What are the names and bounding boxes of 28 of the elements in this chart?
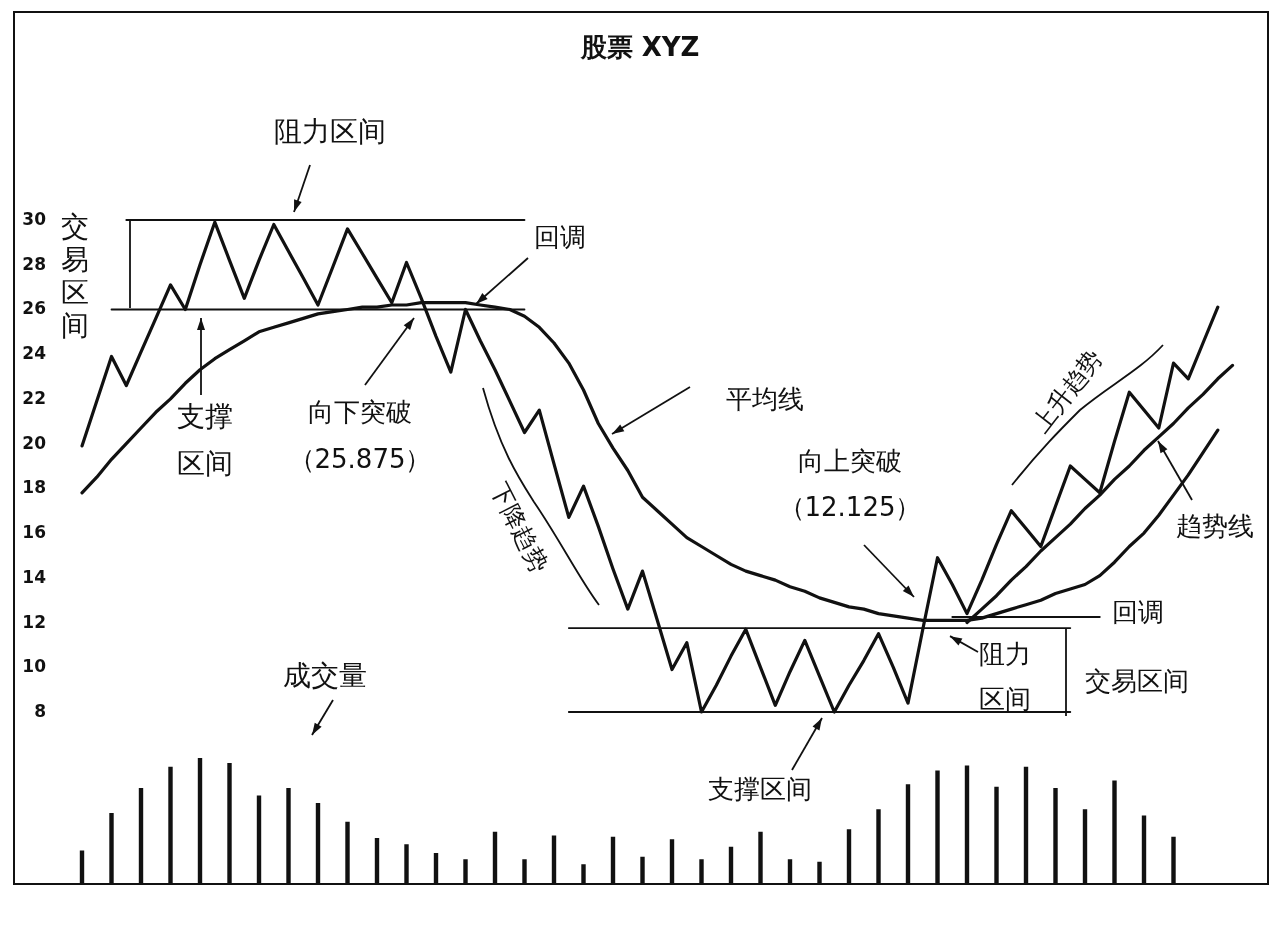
chart-title: 股票 XYZ [579,31,700,62]
annotation: 交易区间 [1085,665,1189,696]
y-tick-label: 16 [22,522,46,543]
annotation: 向下突破（25.875） [288,396,432,474]
y-tick-label: 22 [22,387,46,408]
annotation: 向上突破（12.125） [778,445,922,522]
y-tick-label: 8 [34,701,46,721]
annotation: 下降趋势 [484,478,554,577]
y-tick-label: 18 [22,477,46,498]
annotation: 平均线 [726,383,804,414]
annotation: 阻力区间 [274,115,386,148]
y-tick-label: 24 [22,343,47,364]
annotation: 回调 [1112,596,1164,627]
y-tick-label: 14 [22,566,47,587]
y-tick-label: 20 [22,432,47,453]
annotation: 交易区间 [61,210,89,342]
annotation: 支撑区间 [708,773,812,804]
y-tick-label: 30 [22,209,47,229]
annotation: 趋势线 [1176,510,1254,541]
annotation: 阻力区间 [979,638,1031,714]
annotation: 回调 [534,221,586,252]
y-tick-label: 10 [22,656,47,677]
annotation: 上升趋势 [1026,344,1108,438]
annotation: 成交量 [283,659,367,692]
annotation: 支撑区间 [177,400,233,480]
y-tick-label: 28 [22,253,46,274]
y-tick-label: 12 [22,611,46,632]
y-tick-label: 26 [22,298,46,319]
